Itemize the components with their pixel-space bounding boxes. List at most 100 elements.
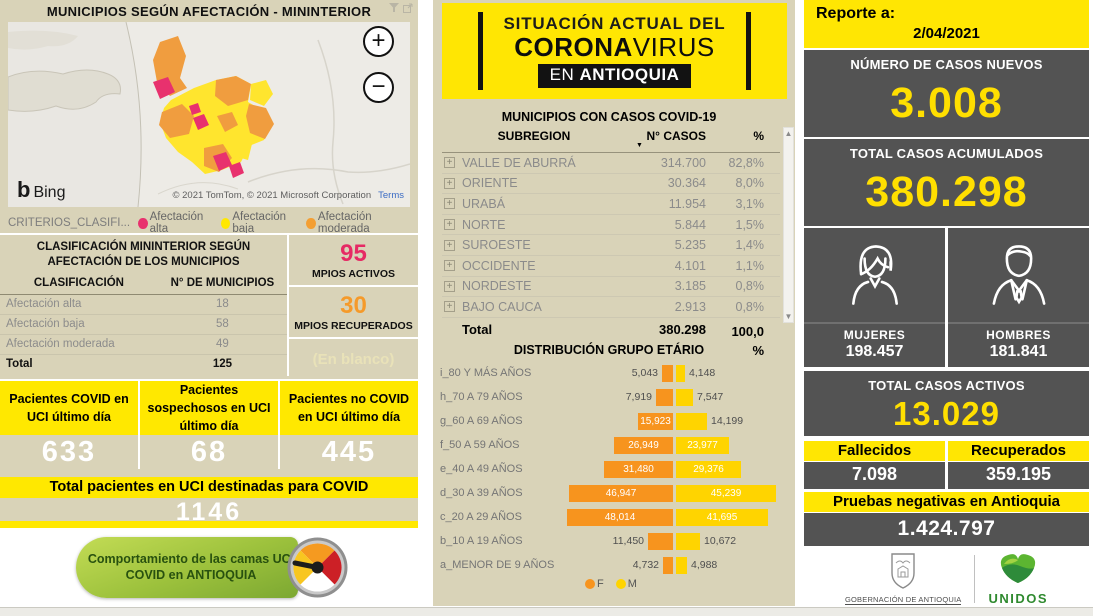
- footer-logos: GOBERNACIÓN DE ANTIOQUIA UNIDOS: [804, 548, 1089, 610]
- bar-f[interactable]: [662, 364, 673, 382]
- col-pct[interactable]: %: [753, 129, 764, 143]
- cases-table-row[interactable]: + VALLE DE ABURRÁ 314.700 82,8%: [442, 153, 780, 174]
- cases-table-row[interactable]: + NORTE 5.844 1,5%: [442, 215, 780, 236]
- bar-f[interactable]: 46,947: [569, 484, 673, 502]
- bing-map[interactable]: + − b Bing © 2021 TomTom, © 2021 Microso…: [8, 22, 410, 207]
- situation-banner: SITUACIÓN ACTUAL DEL CORONAVIRUS EN ANTI…: [442, 3, 787, 99]
- recuperados-card: Recuperados 359.195: [948, 441, 1089, 489]
- coat-of-arms-icon: [891, 553, 915, 589]
- classification-table: CLASIFICACIÓN MININTERIOR SEGÚN AFECTACI…: [0, 235, 287, 376]
- col-subregion[interactable]: SUBREGION: [497, 129, 571, 143]
- fallecidos-card: Fallecidos 7.098: [804, 441, 945, 489]
- classification-row[interactable]: Afectación moderada 49: [0, 335, 287, 355]
- expand-icon[interactable]: +: [444, 157, 455, 169]
- cases-table-row[interactable]: + ORIENTE 30.364 8,0%: [442, 174, 780, 195]
- legend-dot-f: [585, 579, 595, 589]
- legend-title: CRITERIOS_CLASIFI...: [8, 217, 131, 229]
- bar-f[interactable]: 31,480: [604, 460, 673, 478]
- bar-m[interactable]: 29,376: [676, 460, 741, 478]
- bar-m-value: 10,672: [704, 535, 737, 547]
- cases-table-title: MUNICIPIOS CON CASOS COVID-19: [501, 110, 717, 124]
- mujeres-card: MUJERES 198.457: [804, 228, 945, 367]
- table-scrollbar[interactable]: ▲ ▼: [783, 127, 794, 323]
- legend-item-m[interactable]: M: [615, 578, 637, 590]
- uci-sospechosos-title: Pacientes sospechosos en UCI último día: [140, 381, 278, 436]
- focus-mode-icon[interactable]: [403, 3, 413, 13]
- classification-col-label[interactable]: CLASIFICACIÓN: [33, 276, 124, 289]
- bar-m[interactable]: 41,695: [676, 508, 768, 526]
- filter-icon[interactable]: [389, 3, 399, 13]
- bar-f[interactable]: [648, 532, 673, 550]
- uci-behavior-button[interactable]: Comportamiento de las camas UCI COVID en…: [76, 537, 348, 598]
- report-label: Reporte a:: [816, 5, 896, 22]
- expand-icon[interactable]: +: [444, 239, 455, 251]
- report-date-card: Reporte a: 2/04/2021: [804, 0, 1089, 48]
- classification-col-value[interactable]: N° DE MUNICIPIOS: [170, 276, 275, 289]
- classification-title: CLASIFICACIÓN MININTERIOR SEGÚN AFECTACI…: [36, 241, 251, 268]
- mpios-recuperados-label: MPIOS RECUPERADOS: [294, 320, 413, 333]
- age-chart-title: DISTRIBUCIÓN GRUPO ETÁRIO: [513, 343, 705, 357]
- banner-bar-right: [746, 12, 751, 90]
- bar-m[interactable]: [676, 556, 687, 574]
- active-cases-label: TOTAL CASOS ACTIVOS: [868, 378, 1025, 393]
- negative-tests-value: 1.424.797: [804, 513, 1089, 546]
- bar-m-value: 29,376: [693, 463, 724, 475]
- bar-m[interactable]: 23,977: [676, 436, 729, 454]
- bar-f[interactable]: 48,014: [567, 508, 673, 526]
- total-cases-card: TOTAL CASOS ACUMULADOS 380.298: [804, 139, 1089, 226]
- classification-row[interactable]: Afectación baja 58: [0, 315, 287, 335]
- cases-table-row[interactable]: + SUROESTE 5.235 1,4%: [442, 235, 780, 256]
- bar-f-value: 5,043: [631, 367, 658, 379]
- mpios-activos-card: 95 MPIOS ACTIVOS: [289, 235, 418, 288]
- bottom-strip: [0, 607, 1093, 616]
- uci-no-covid-value: 445: [321, 436, 377, 468]
- cases-table-row[interactable]: + BAJO CAUCA 2.913 0,8%: [442, 297, 780, 318]
- scroll-down-icon[interactable]: ▼: [784, 312, 793, 321]
- bar-m[interactable]: [676, 364, 685, 382]
- scroll-up-icon[interactable]: ▲: [784, 129, 793, 138]
- deaths-recovered-row: Fallecidos 7.098 Recuperados 359.195: [804, 441, 1089, 489]
- map-legend: CRITERIOS_CLASIFI... Afectación alta Afe…: [8, 211, 418, 235]
- map-zoom-in-button[interactable]: +: [363, 26, 394, 57]
- bar-m-value: 41,695: [706, 511, 738, 523]
- expand-icon[interactable]: +: [444, 219, 455, 231]
- expand-icon[interactable]: +: [444, 301, 455, 313]
- bar-f[interactable]: [663, 556, 673, 574]
- expand-icon[interactable]: +: [444, 280, 455, 292]
- map-zoom-out-button[interactable]: −: [363, 72, 394, 103]
- col-cases[interactable]: N° CASOS ▼: [636, 129, 706, 149]
- cases-table-row[interactable]: + NORDESTE 3.185 0,8%: [442, 277, 780, 298]
- bar-f[interactable]: [656, 388, 673, 406]
- hombres-value: 181.841: [989, 343, 1048, 360]
- bar-m[interactable]: [676, 412, 707, 430]
- bar-f[interactable]: 26,949: [614, 436, 673, 454]
- legend-item-f[interactable]: F: [585, 578, 604, 590]
- cases-total-row: Total 380.298 100,0 %: [462, 321, 764, 359]
- mpios-activos-label: MPIOS ACTIVOS: [311, 268, 396, 281]
- cases-table-row[interactable]: + URABÁ 11.954 3,1%: [442, 194, 780, 215]
- bar-m-value: 7,547: [697, 391, 724, 403]
- yellow-strip: [0, 521, 418, 528]
- banner-line2: CORONAVIRUS: [514, 32, 715, 63]
- expand-icon[interactable]: +: [444, 260, 455, 272]
- bar-f[interactable]: 15,923: [638, 412, 673, 430]
- pyramid-row: f_50 A 59 AÑOS 26,949 23,977: [440, 433, 788, 457]
- banner-line3: EN ANTIOQUIA: [537, 63, 692, 88]
- terms-link[interactable]: Terms: [378, 190, 404, 201]
- uci-no-covid-title: Pacientes no COVID en UCI último día: [280, 381, 418, 435]
- man-icon: [948, 228, 1089, 324]
- recuperados-label: Recuperados: [948, 441, 1089, 461]
- legend-item-alta: Afectación alta: [138, 211, 215, 235]
- bar-m[interactable]: [676, 532, 700, 550]
- bar-m[interactable]: 45,239: [676, 484, 776, 502]
- expand-icon[interactable]: +: [444, 177, 455, 189]
- classification-row[interactable]: Afectación alta 18: [0, 295, 287, 315]
- total-cases-value: 380.298: [865, 168, 1028, 216]
- legend-dot-moderada: [306, 217, 316, 229]
- cases-table-row[interactable]: + OCCIDENTE 4.101 1,1%: [442, 256, 780, 277]
- gauge-icon: [287, 537, 348, 598]
- bar-f-value: 31,480: [623, 463, 654, 475]
- mpios-blank-cell: (En blanco): [312, 351, 395, 369]
- expand-icon[interactable]: +: [444, 198, 455, 210]
- bar-m[interactable]: [676, 388, 693, 406]
